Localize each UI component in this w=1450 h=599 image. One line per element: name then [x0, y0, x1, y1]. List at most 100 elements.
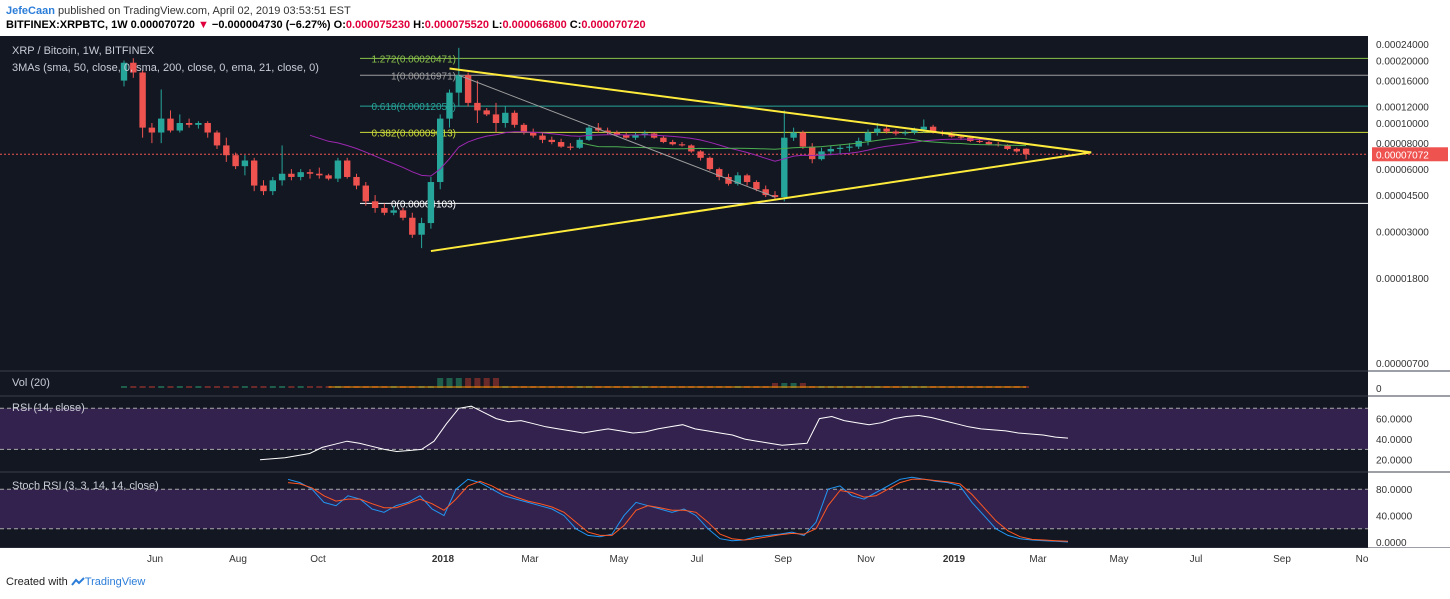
stoch-axis-tick: 40.0000 — [1376, 512, 1413, 523]
candle-body — [539, 135, 546, 140]
price-axis-tick: 0.00008000 — [1376, 139, 1429, 150]
fib-level-label: 0.382(0.00009013) — [371, 128, 456, 139]
candle-body — [288, 173, 295, 177]
volume-bar — [269, 386, 276, 388]
candle-body — [957, 136, 965, 138]
candle-body — [567, 146, 574, 148]
rsi-line — [259, 405, 1069, 461]
high-label: H: — [413, 19, 425, 31]
volume-bar — [232, 386, 239, 388]
open-label: O: — [333, 19, 346, 31]
volume-bar — [158, 386, 165, 388]
footer: Created with TradingView — [6, 576, 145, 588]
candle-body — [911, 129, 918, 133]
candle-body — [390, 210, 397, 213]
volume-bar — [474, 378, 481, 388]
sma-50-line — [579, 137, 1027, 150]
chart-canvas[interactable]: 1.272(0.00020471) 1(0.00016971) 0.618(0.00… — [0, 36, 1450, 572]
candle-body — [232, 155, 239, 167]
rsi-title: RSI (14, close) — [12, 402, 85, 414]
candle-body — [864, 132, 872, 141]
volume-bar — [279, 386, 286, 388]
candle-body — [585, 127, 593, 140]
trendline — [458, 74, 776, 198]
volume-bar — [465, 378, 472, 388]
ema-21-line — [309, 131, 1027, 177]
rsi-axis-tick: 60.0000 — [1376, 415, 1413, 426]
candle-body — [725, 176, 732, 184]
time-axis-tick: Sep — [1273, 554, 1291, 565]
time-axis-tick: May — [1110, 554, 1129, 565]
chart-title: XRP / Bitcoin, 1W, BITFINEX — [12, 45, 155, 57]
down-arrow-icon: ▼ — [197, 19, 209, 31]
candle-body — [771, 195, 779, 198]
candle-body — [204, 123, 211, 133]
volume-bar — [121, 386, 127, 388]
candle-body — [455, 75, 462, 93]
candle-body — [325, 175, 332, 179]
candle-body — [195, 123, 202, 125]
candle-body — [148, 127, 156, 133]
trendline — [449, 67, 1092, 154]
price-axis-tick: 0.00012000 — [1376, 103, 1429, 114]
volume-bar — [176, 386, 183, 388]
candle-body — [734, 175, 741, 184]
candle-body — [781, 137, 788, 198]
volume-bar — [167, 386, 174, 388]
price-axis-background — [1370, 36, 1450, 572]
candle-body — [799, 132, 807, 147]
volume-bar — [139, 386, 146, 388]
price-axis-tick: 0.00020000 — [1376, 56, 1429, 67]
candle-body — [604, 130, 611, 133]
candle-body — [269, 180, 276, 192]
low-label: L: — [492, 19, 503, 31]
ohlc-line: BITFINEX:XRPBTC, 1W 0.000070720 ▼ −0.000… — [6, 19, 646, 31]
candle-body — [278, 173, 286, 181]
volume-bar — [148, 386, 155, 388]
candle-body — [223, 145, 230, 156]
candle-body — [697, 151, 704, 158]
time-axis-tick: Nov — [857, 554, 875, 565]
candle-body — [213, 132, 221, 146]
candle-body — [158, 118, 165, 133]
candle-body — [530, 132, 537, 136]
candle-body — [260, 185, 267, 192]
candle-body — [316, 173, 323, 176]
stoch-d-line — [287, 478, 1069, 542]
rsi-axis-tick: 40.0000 — [1376, 435, 1413, 446]
candle-body — [716, 169, 723, 177]
candle-body — [576, 139, 583, 148]
candle-body — [120, 62, 128, 81]
candle-body — [130, 62, 137, 73]
candle-body — [418, 223, 425, 235]
candle-body — [446, 92, 453, 119]
fib-level-label: 0(0.00004103) — [391, 199, 456, 210]
candle-body — [706, 157, 714, 170]
volume-bar — [251, 386, 258, 388]
volume-bar — [799, 383, 806, 388]
volume-title: Vol (20) — [12, 377, 50, 389]
candle-body — [399, 210, 407, 218]
chart-background — [0, 36, 1368, 572]
current-price-badge — [1372, 147, 1448, 162]
volume-bar — [493, 378, 499, 388]
time-axis-background — [0, 548, 1450, 572]
volume-bar — [316, 386, 323, 388]
fib-level-label: 1.272(0.00020471) — [371, 54, 456, 65]
volume-bar — [307, 386, 313, 388]
volume-bar — [437, 378, 444, 388]
candle-body — [1004, 145, 1011, 149]
candle-body — [502, 112, 509, 124]
tradingview-brand-link[interactable]: TradingView — [84, 576, 146, 588]
candle-body — [669, 142, 676, 145]
published-text: published on TradingView.com, April 02, … — [54, 5, 351, 17]
time-axis-tick: Aug — [229, 554, 247, 565]
candle-body — [1013, 148, 1020, 152]
volume-bar — [483, 378, 490, 388]
fib-level-label: 0.618(0.00012051) — [371, 102, 456, 113]
author-link[interactable]: JefeCaan — [6, 5, 55, 17]
volume-bar — [195, 386, 202, 388]
volume-bar — [241, 386, 248, 388]
candle-body — [892, 131, 900, 134]
candle-body — [334, 160, 342, 179]
